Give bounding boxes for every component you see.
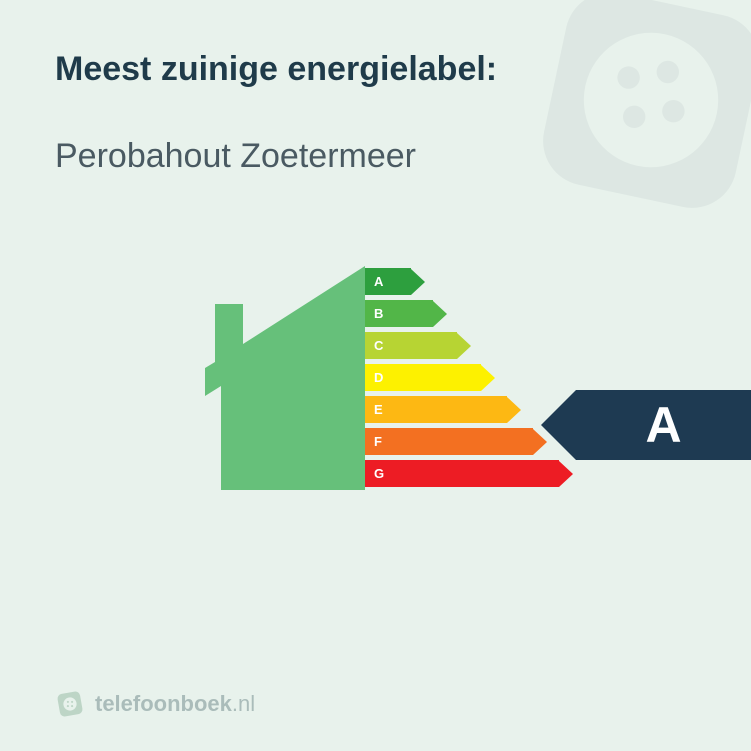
house-icon (205, 266, 365, 491)
energy-bar-label: F (374, 434, 382, 449)
energy-bar-label: E (374, 402, 383, 417)
energy-bar-c: C (365, 332, 573, 359)
energy-bar-b: B (365, 300, 573, 327)
energy-bar-a: A (365, 268, 573, 295)
energy-bar-label: B (374, 306, 383, 321)
energy-bar-label: C (374, 338, 383, 353)
energy-bar-label: G (374, 466, 384, 481)
energy-bar-g: G (365, 460, 573, 487)
selected-energy-letter: A (645, 396, 681, 454)
selected-energy-badge: A (541, 390, 751, 460)
footer-brand: telefoonboek.nl (55, 689, 255, 719)
page-subtitle: Perobahout Zoetermeer (55, 137, 696, 176)
footer-brand-name: telefoonboek (95, 691, 232, 716)
footer-brand-tld: .nl (232, 691, 255, 716)
energy-label-chart: A B C D E F G (55, 236, 696, 516)
energy-bar-label: A (374, 274, 383, 289)
phonebook-icon (55, 689, 85, 719)
energy-bar-label: D (374, 370, 383, 385)
energy-bar-d: D (365, 364, 573, 391)
page-title: Meest zuinige energielabel: (55, 50, 696, 89)
